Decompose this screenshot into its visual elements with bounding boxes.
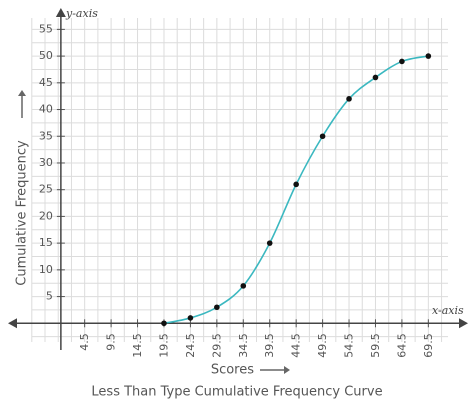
point	[399, 58, 405, 65]
x-tick-label: 49.5	[316, 333, 329, 358]
point	[214, 304, 220, 311]
y-label-arrowhead	[18, 90, 26, 96]
x-tick-label: 64.5	[395, 333, 408, 358]
x-axis-arrow	[8, 318, 17, 329]
point	[161, 320, 167, 327]
y-axis-arrow	[55, 8, 66, 17]
y-axis-label: Cumulative Frequency	[15, 140, 30, 286]
x-label-arrowhead	[284, 366, 290, 374]
point	[240, 283, 247, 289]
y-tick-label: 10	[39, 263, 53, 276]
point	[187, 315, 194, 321]
x-tick-label: 4.5	[78, 333, 91, 351]
point	[425, 53, 432, 59]
point	[319, 133, 326, 140]
y-tick-label: 15	[39, 236, 53, 249]
x-axis-label: Scores	[211, 363, 254, 378]
y-tick-label: 30	[39, 156, 53, 169]
y-tick-label: 20	[39, 209, 53, 222]
x-tick-label: 9.5	[105, 333, 118, 351]
x-tick-label: 24.5	[184, 333, 197, 358]
point	[293, 181, 299, 188]
y-tick-label: 25	[39, 183, 53, 196]
y-tick-label: 35	[39, 129, 53, 142]
point	[372, 74, 379, 81]
x-tick-label: 54.5	[343, 333, 356, 358]
x-tick-label: 19.5	[157, 333, 170, 358]
x-tick-label: 29.5	[210, 333, 223, 358]
x-tick-label: 34.5	[237, 333, 250, 358]
x-tick-label: 14.5	[131, 333, 144, 358]
y-tick-label: 45	[39, 76, 53, 89]
x-tick-label: 39.5	[263, 333, 276, 358]
x-axis-arrow	[459, 318, 468, 329]
x-tick-label: 59.5	[369, 333, 382, 358]
chart-title: Less Than Type Cumulative Frequency Curv…	[91, 385, 382, 400]
y-axis-name: y-axis	[65, 7, 98, 20]
y-tick-label: 55	[39, 22, 53, 35]
x-tick-label: 44.5	[290, 333, 303, 358]
x-tick-label: 69.5	[422, 333, 435, 358]
y-tick-label: 40	[39, 103, 53, 116]
x-axis-name: x-axis	[432, 304, 464, 317]
point	[346, 96, 352, 102]
y-tick-label: 5	[46, 290, 53, 303]
y-tick-label: 50	[39, 49, 53, 62]
point	[266, 240, 273, 246]
